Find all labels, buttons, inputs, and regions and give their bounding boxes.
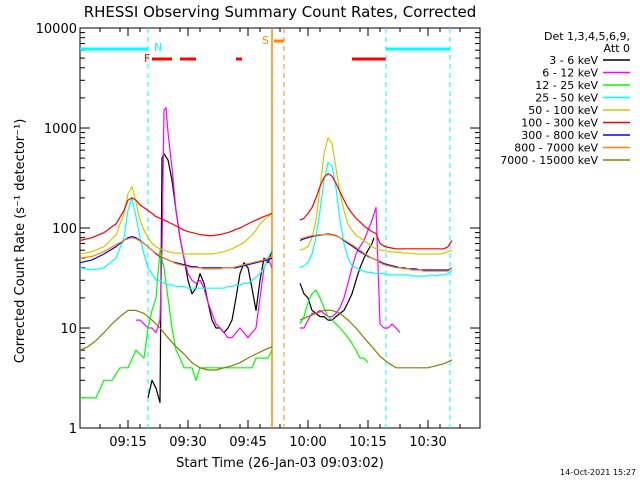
saa-label: S — [262, 34, 269, 47]
y-tick-label: 100 — [52, 222, 77, 237]
legend-entry-label: 50 - 100 keV — [528, 104, 598, 117]
timestamp-label: 14-Oct-2021 15:27 — [560, 468, 636, 477]
tick-labels: 09:15 09:30 09:45 10:00 10:15 10:30 1 10 100 1000… — [36, 22, 447, 450]
x-tick-label: 09:45 — [229, 435, 266, 450]
legend-entry-label: 7000 - 15000 keV — [500, 154, 598, 167]
night-label: N — [154, 41, 162, 54]
legend-entry-label: 3 - 6 keV — [549, 54, 598, 67]
x-tick-label: 10:00 — [289, 435, 326, 450]
x-tick-label: 10:15 — [349, 435, 386, 450]
series-layer — [79, 107, 453, 404]
series-line — [79, 173, 453, 250]
series-line — [79, 234, 453, 272]
series-line — [79, 162, 453, 289]
x-axis-label: Start Time (26-Jan-03 09:03:02) — [176, 456, 384, 471]
legend-entry-label: 12 - 25 keV — [535, 79, 598, 92]
tick-marks — [79, 27, 481, 429]
legend-header: Det 1,3,4,5,6,9, — [544, 30, 630, 43]
y-tick-label: 10 — [60, 322, 77, 337]
y-axis-label: Corrected Count Rate (s⁻¹ detector⁻¹) — [13, 119, 28, 364]
y-tick-label: 1000 — [44, 122, 77, 137]
legend-entry-label: 100 - 300 keV — [521, 117, 598, 130]
flare-label: F — [144, 52, 150, 65]
legend-entry-label: 6 - 12 keV — [542, 67, 598, 80]
legend-entry-label: 25 - 50 keV — [535, 92, 598, 105]
legend-entry-label: 800 - 7000 keV — [514, 142, 598, 155]
x-tick-label: 09:30 — [169, 435, 206, 450]
legend-entry-label: 300 - 800 keV — [521, 129, 598, 142]
y-tick-label: 10000 — [36, 22, 77, 37]
x-tick-label: 10:30 — [409, 435, 446, 450]
annotation-layer: NF S — [80, 28, 451, 428]
y-tick-label: 1 — [69, 422, 77, 437]
x-tick-label: 09:15 — [109, 435, 146, 450]
legend-header: Att 0 — [604, 42, 630, 55]
series-line — [80, 249, 369, 399]
series-line — [79, 137, 453, 255]
chart-title: RHESSI Observing Summary Count Rates, Co… — [84, 3, 477, 21]
series-line — [79, 309, 453, 371]
